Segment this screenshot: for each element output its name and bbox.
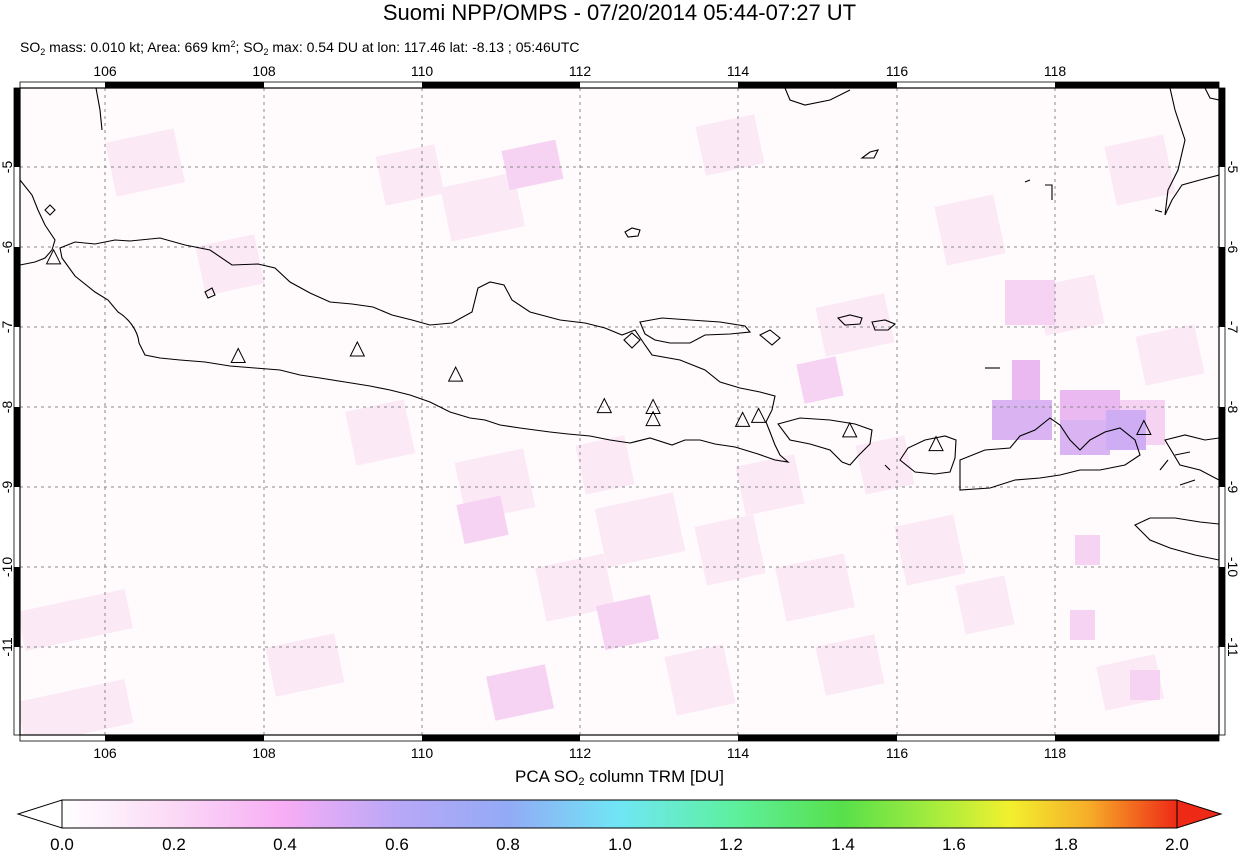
map-frame (13, 81, 1226, 742)
colorbar-label: 0.2 (162, 835, 186, 854)
colorbar-label: 0.6 (385, 835, 409, 854)
lon-label: 108 (252, 63, 276, 79)
colorbar-label: 0.0 (50, 835, 74, 854)
lon-label: 118 (1044, 745, 1067, 761)
colorbar-label: 0.8 (496, 835, 520, 854)
sumatra-coastline (20, 179, 56, 266)
lat-label: -10 (0, 557, 15, 577)
colorbar (16, 799, 1223, 829)
so2-summary: SO2 mass: 0.010 kt; Area: 669 km2; SO2 m… (20, 39, 580, 57)
lon-label: 108 (252, 745, 276, 761)
volcano-icon (734, 411, 751, 427)
lat-label: -6 (0, 241, 15, 254)
volcano-icon (645, 410, 661, 427)
lon-label: 116 (886, 63, 909, 79)
so2-pixels (20, 88, 1219, 735)
bali-coastline (777, 417, 873, 466)
colorbar-label: 1.6 (942, 835, 966, 854)
volcano-icon (645, 398, 661, 414)
lon-label: 112 (569, 745, 592, 761)
lon-label: 106 (93, 63, 117, 79)
lat-label: -7 (0, 321, 15, 334)
sumbawa-coastline (959, 417, 1141, 491)
lat-label: -11 (0, 637, 15, 656)
lat-label: -7 (1225, 321, 1239, 334)
colorbar-label: 1.4 (831, 835, 855, 854)
lat-label: -9 (0, 481, 15, 494)
lat-label: -8 (1225, 401, 1239, 414)
lon-label: 110 (411, 63, 434, 79)
lat-label: -9 (1225, 481, 1239, 494)
volcano-icon (230, 347, 247, 364)
lat-label: -5 (0, 161, 15, 174)
java-coastline (59, 237, 790, 463)
map-title: Suomi NPP/OMPS - 07/20/2014 05:44-07:27 … (382, 0, 857, 25)
colorbar-label: 0.4 (273, 835, 297, 854)
colorbar-label: 2.0 (1165, 835, 1189, 854)
volcano-icon (1136, 419, 1152, 435)
volcano-icon (447, 365, 464, 382)
lat-labels-left: -5 -6 -7 -8 -9 -10 -11 (0, 161, 15, 657)
volcano-icon (45, 248, 62, 265)
lat-label: -6 (1225, 241, 1239, 254)
colorbar-label: 1.2 (719, 835, 743, 854)
lon-label: 118 (1044, 63, 1067, 79)
coastlines (20, 88, 1219, 561)
lat-label: -10 (1225, 557, 1239, 577)
volcano-icon (928, 435, 944, 452)
graticule (20, 88, 1219, 735)
colorbar-label: 1.8 (1054, 835, 1078, 854)
lon-labels-top: 106 108 110 112 114 116 118 (93, 63, 1066, 79)
volcano-icon (750, 407, 767, 423)
lat-labels-right: -5 -6 -7 -8 -9 -10 -11 (1225, 161, 1239, 657)
colorbar-label: 1.0 (608, 835, 632, 854)
lat-label: -8 (0, 401, 15, 414)
madura-coastline (639, 317, 752, 344)
lombok-coastline (899, 435, 957, 475)
volcano-markers (45, 248, 1152, 452)
lon-label: 112 (569, 63, 592, 79)
volcano-icon (349, 340, 366, 357)
sumba-coastline (1134, 517, 1219, 561)
colorbar-min-arrow (16, 799, 63, 829)
lat-label: -5 (1225, 161, 1239, 174)
lon-label: 110 (411, 745, 434, 761)
colorbar-title: PCA SO2 column TRM [DU] (515, 767, 724, 788)
lon-label: 114 (727, 63, 750, 79)
lon-label: 114 (727, 745, 750, 761)
volcano-icon (841, 421, 858, 438)
lat-label: -11 (1225, 637, 1239, 656)
colorbar-max-arrow (1176, 799, 1223, 829)
volcano-icon (596, 397, 613, 414)
lon-label: 116 (886, 745, 909, 761)
lon-labels-bottom: 106 108 110 112 114 116 118 (93, 745, 1066, 761)
lon-label: 106 (93, 745, 117, 761)
borneo-coastline (1164, 88, 1219, 216)
